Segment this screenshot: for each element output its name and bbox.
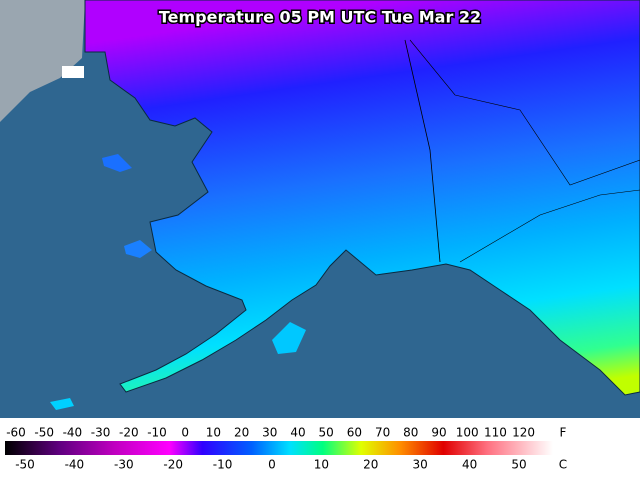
f-tick-label: 80 <box>403 426 418 440</box>
f-tick-label: 90 <box>431 426 446 440</box>
f-tick-label: 0 <box>181 426 189 440</box>
f-tick-label: 30 <box>262 426 277 440</box>
c-tick-label: -40 <box>65 458 85 472</box>
color-bar <box>5 441 553 455</box>
c-tick-label: 10 <box>314 458 329 472</box>
f-tick-label: -60 <box>6 426 26 440</box>
c-unit: C <box>559 458 567 472</box>
c-tick-label: -50 <box>15 458 35 472</box>
island <box>272 322 306 354</box>
nodata <box>62 66 84 78</box>
c-tick-label: 40 <box>462 458 477 472</box>
f-tick-label: 100 <box>456 426 479 440</box>
f-tick-label: -30 <box>91 426 111 440</box>
border <box>409 39 640 186</box>
f-tick-label: 10 <box>206 426 221 440</box>
f-unit: F <box>560 426 567 440</box>
border <box>459 189 640 263</box>
f-tick-label: 40 <box>290 426 305 440</box>
c-tick-label: 30 <box>413 458 428 472</box>
alaska-mainland <box>84 0 640 396</box>
map-title: Temperature 05 PM UTC Tue Mar 22 <box>159 8 481 27</box>
c-tick-label: -20 <box>163 458 183 472</box>
island <box>124 240 152 258</box>
f-tick-label: 120 <box>512 426 535 440</box>
c-tick-label: -30 <box>114 458 134 472</box>
legend: -60 -50 -40 -30 -20 -10 0 10 20 30 40 50 60 70 80 90 100… <box>6 426 567 472</box>
f-tick-label: 110 <box>484 426 507 440</box>
map: Temperature 05 PM UTC Tue Mar 22 <box>0 0 640 418</box>
c-tick-label: 20 <box>363 458 378 472</box>
f-tick-label: 50 <box>319 426 334 440</box>
f-tick-label: -40 <box>63 426 83 440</box>
f-tick-label: -50 <box>34 426 54 440</box>
russia <box>0 0 85 122</box>
island <box>102 154 132 172</box>
f-tick-label: -10 <box>147 426 167 440</box>
f-tick-label: 20 <box>234 426 249 440</box>
c-tick-label: 50 <box>511 458 526 472</box>
f-tick-label: -20 <box>119 426 139 440</box>
f-tick-label: 60 <box>347 426 362 440</box>
c-tick-label: 0 <box>268 458 276 472</box>
c-tick-label: -10 <box>213 458 233 472</box>
f-tick-label: 70 <box>375 426 390 440</box>
island <box>50 398 74 410</box>
border <box>404 39 441 263</box>
